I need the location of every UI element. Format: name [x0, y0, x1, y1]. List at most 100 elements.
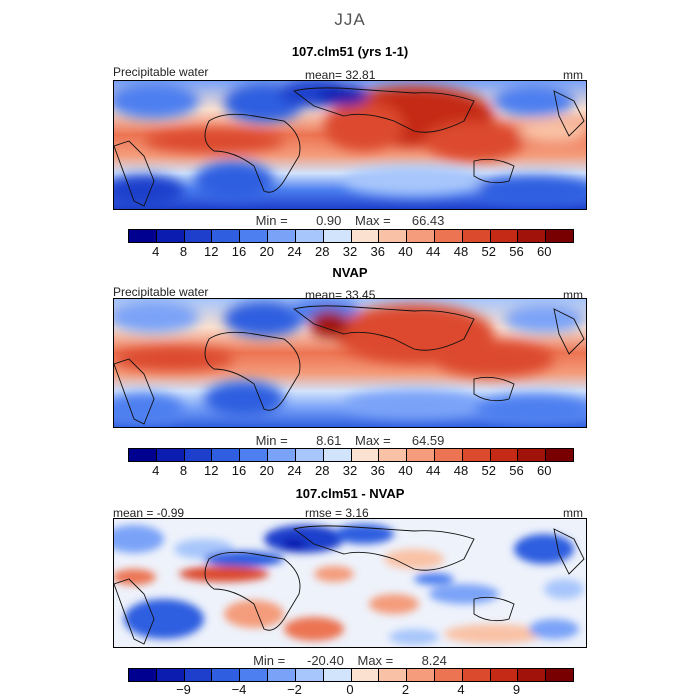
panel-2-colorbar-swatch — [240, 449, 269, 461]
panel-3-rmse-label: rmse = 3.16 — [305, 506, 369, 520]
panel-3-colorbar-swatch — [323, 669, 352, 681]
panel-2-colorbar-tick-label: 20 — [259, 463, 274, 478]
panel-3-title: 107.clm51 - NVAP — [295, 486, 405, 501]
panel-3-colorbar-tick-label: 0 — [346, 682, 354, 697]
panel-1-colorbar-swatch — [184, 230, 213, 242]
panel-1-colorbar-swatch — [156, 230, 185, 242]
panel-1-colorbar-tick-label: 24 — [287, 244, 302, 259]
panel-3-map — [113, 518, 587, 648]
panel-1-colorbar-tick-label: 8 — [179, 244, 188, 259]
panel-2-colorbar-tick-label: 12 — [204, 463, 219, 478]
panel-2-colorbar-tick-label: 16 — [231, 463, 247, 478]
panel-2-min-value: 8.61 — [316, 433, 342, 448]
panel-2-field — [114, 299, 586, 427]
panel-2-colorbar-tick-label: 48 — [453, 463, 469, 478]
panel-1-min-label: Min = — [255, 213, 288, 228]
panel-3-colorbar-swatch — [462, 669, 491, 681]
panel-3-colorbar-swatch — [212, 669, 241, 681]
panel-3-colorbar-tick-label: −2 — [287, 682, 302, 697]
panel-3-colorbar-swatch — [518, 669, 547, 681]
panel-1-colorbar-swatch — [268, 230, 296, 242]
panel-1-colorbar-tick-label: 48 — [453, 244, 469, 259]
panel-2-map — [113, 298, 587, 428]
panel-2-colorbar-tick-label: 56 — [509, 463, 524, 478]
panel-3-colorbar-swatch — [156, 669, 185, 681]
panel-3-colorbar-swatch — [184, 669, 213, 681]
panel-1-variable-label: Precipitable water — [113, 65, 209, 79]
panel-3-colorbar-swatch — [129, 669, 157, 681]
panel-2-colorbar-swatch — [490, 449, 519, 461]
panel-1-colorbar-swatch — [434, 230, 463, 242]
panel-1-colorbar-tick-label: 40 — [398, 244, 413, 259]
panel-1-max-value: 66.43 — [411, 213, 445, 228]
panel-3-colorbar-swatch — [240, 669, 269, 681]
panel-2-title: NVAP — [332, 265, 368, 280]
panel-3-colorbar-swatch — [490, 669, 519, 681]
panel-1-colorbar-swatch — [240, 230, 269, 242]
panel-1-colorbar-swatch — [351, 230, 380, 242]
panel-3-min-label: Min = — [253, 653, 286, 668]
panel-2-colorbar-tick-label: 60 — [537, 463, 552, 478]
panel-2-colorbar-tick-label: 8 — [179, 463, 188, 478]
panel-2-colorbar-tick-label: 28 — [315, 463, 330, 478]
season-title: JJA — [334, 10, 366, 29]
panel-1-colorbar-tick-label: 16 — [231, 244, 247, 259]
panel-3-units: mm — [563, 506, 583, 520]
panel-2-colorbar-swatch — [379, 449, 408, 461]
panel-1-colorbar-swatch — [129, 230, 157, 242]
panel-1-colorbar-tick-label: 52 — [481, 244, 496, 259]
panel-3-colorbar-swatch — [546, 669, 573, 681]
panel-2-colorbar — [128, 448, 574, 462]
panel-2-colorbar-tick-label: 40 — [398, 463, 413, 478]
panel-2-max-value: 64.59 — [411, 433, 445, 448]
panel-1-colorbar-swatch — [490, 230, 519, 242]
panel-2-min-label: Min = — [255, 433, 288, 448]
panel-1-colorbar-swatch — [546, 230, 573, 242]
panel-2-colorbar-tick-label: 44 — [426, 463, 441, 478]
panel-3-mean-label: mean = -0.99 — [113, 506, 185, 520]
panel-1-colorbar-swatch — [462, 230, 491, 242]
panel-2-colorbar-swatch — [184, 449, 213, 461]
panel-2-colorbar-swatch — [129, 449, 157, 461]
panel-1-colorbar-swatch — [323, 230, 352, 242]
panel-1-colorbar-swatch — [212, 230, 241, 242]
panel-3-min-value: -20.40 — [307, 653, 344, 668]
panel-2-colorbar-tick-label: 36 — [370, 463, 385, 478]
panel-1-field — [114, 81, 586, 209]
panel-2-colorbar-swatch — [156, 449, 185, 461]
panel-1-units: mm — [563, 68, 583, 82]
panel-3-colorbar — [128, 668, 574, 682]
panel-1-colorbar — [128, 229, 574, 243]
panel-3-minmax: Min = -20.40 Max = 8.24 — [0, 653, 700, 668]
panel-3-max-label: Max = — [357, 653, 394, 668]
panel-3-colorbar-tick-label: 9 — [512, 682, 521, 697]
panel-2-colorbar-tick-label: 4 — [152, 463, 160, 478]
panel-1-colorbar-tick-label: 32 — [342, 244, 358, 259]
panel-3-colorbar-tick-label: −9 — [176, 682, 191, 697]
panel-1-map — [113, 80, 587, 210]
panel-1-mean-label: mean= 32.81 — [305, 68, 376, 82]
panel-2-colorbar-swatch — [351, 449, 380, 461]
panel-2-colorbar-swatch — [462, 449, 491, 461]
panel-1-min-value: 0.90 — [316, 213, 342, 228]
panel-2-colorbar-tick-label: 52 — [481, 463, 496, 478]
panel-1-colorbar-swatch — [518, 230, 547, 242]
panel-3-colorbar-tick-label: −4 — [231, 682, 247, 697]
panel-3-colorbar-swatch — [351, 669, 380, 681]
panel-3-colorbar-swatch — [268, 669, 296, 681]
panel-2-max-label: Max = — [355, 433, 391, 448]
panel-3-field — [114, 519, 586, 647]
panel-2-colorbar-swatch — [295, 449, 324, 461]
panel-2-variable-label: Precipitable water — [113, 285, 209, 299]
panel-2-colorbar-ticks: 4 8 12 16 20 24 28 32 36 40 44 48 52 56 60 — [128, 463, 572, 479]
panel-3-colorbar-swatch — [295, 669, 324, 681]
panel-1-colorbar-tick-label: 20 — [259, 244, 274, 259]
panel-3-colorbar-tick-label: 2 — [401, 682, 410, 697]
panel-1-colorbar-swatch — [379, 230, 408, 242]
panel-1-minmax: Min = 0.90 Max = 66.43 — [0, 213, 700, 228]
panel-2-colorbar-tick-label: 24 — [287, 463, 302, 478]
panel-2-colorbar-swatch — [212, 449, 241, 461]
panel-2-colorbar-swatch — [546, 449, 573, 461]
panel-1-colorbar-tick-label: 4 — [152, 244, 160, 259]
panel-1-colorbar-ticks: 4 8 12 16 20 24 28 32 36 40 44 48 52 56 60 — [128, 244, 572, 260]
